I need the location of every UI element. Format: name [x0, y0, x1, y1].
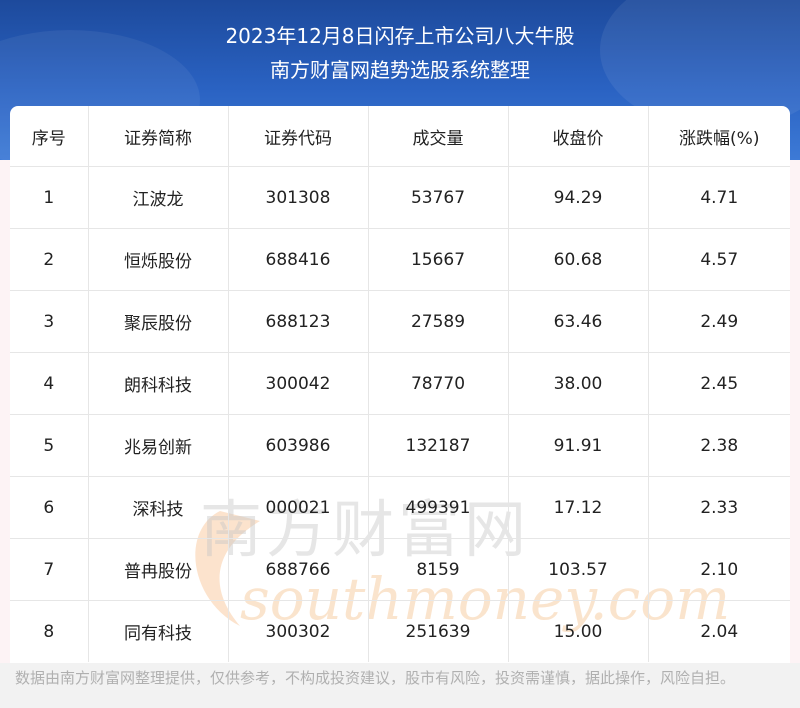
table-row: 8 同有科技 300302 251639 15.00 2.04 — [10, 600, 790, 662]
cell-close: 94.29 — [508, 166, 649, 229]
cell-change: 2.45 — [648, 352, 790, 415]
cell-index: 5 — [10, 414, 89, 477]
cell-volume: 53767 — [368, 166, 509, 229]
cell-name: 恒烁股份 — [88, 228, 229, 291]
cell-index: 1 — [10, 166, 89, 229]
table-row: 2 恒烁股份 688416 15667 60.68 4.57 — [10, 228, 790, 291]
cell-change: 4.71 — [648, 166, 790, 229]
cell-close: 17.12 — [508, 476, 649, 539]
cell-change: 2.49 — [648, 290, 790, 353]
cell-volume: 132187 — [368, 414, 509, 477]
cell-change: 2.33 — [648, 476, 790, 539]
stock-table-card: 南方财富网 southmoney.com 序号 证券简称 证券代码 成交量 收盘… — [10, 106, 790, 663]
column-header-index: 序号 — [10, 106, 89, 167]
cell-change: 2.10 — [648, 538, 790, 601]
cell-close: 60.68 — [508, 228, 649, 291]
disclaimer-footer: 数据由南方财富网整理提供，仅供参考，不构成投资建议，股市有风险，投资需谨慎，据此… — [0, 663, 800, 708]
table-row: 4 朗科科技 300042 78770 38.00 2.45 — [10, 352, 790, 415]
cell-code: 300042 — [228, 352, 369, 415]
table-row: 6 深科技 000021 499391 17.12 2.33 — [10, 476, 790, 539]
cell-change: 2.38 — [648, 414, 790, 477]
cell-volume: 251639 — [368, 600, 509, 662]
column-header-name: 证券简称 — [88, 106, 229, 167]
cell-name: 江波龙 — [88, 166, 229, 229]
cell-code: 000021 — [228, 476, 369, 539]
stock-table: 序号 证券简称 证券代码 成交量 收盘价 涨跌幅(%) 1 江波龙 301308… — [10, 106, 790, 662]
cell-code: 300302 — [228, 600, 369, 662]
table-row: 1 江波龙 301308 53767 94.29 4.71 — [10, 166, 790, 229]
cell-index: 6 — [10, 476, 89, 539]
cell-name: 深科技 — [88, 476, 229, 539]
cell-name: 聚辰股份 — [88, 290, 229, 353]
cell-code: 603986 — [228, 414, 369, 477]
page-subtitle: 南方财富网趋势选股系统整理 — [270, 58, 530, 82]
cell-volume: 8159 — [368, 538, 509, 601]
cell-volume: 78770 — [368, 352, 509, 415]
cell-change: 2.04 — [700, 621, 739, 642]
cell-volume: 27589 — [368, 290, 509, 353]
cell-code: 688123 — [228, 290, 369, 353]
cell-code: 301308 — [228, 166, 369, 229]
cell-name: 兆易创新 — [88, 414, 229, 477]
page-title: 2023年12月8日闪存上市公司八大牛股 — [225, 24, 575, 48]
cell-volume: 499391 — [368, 476, 509, 539]
cell-index: 2 — [10, 228, 89, 291]
table-row: 3 聚辰股份 688123 27589 63.46 2.49 — [10, 290, 790, 353]
column-header-change: 涨跌幅(%) — [648, 106, 790, 167]
cell-index: 4 — [10, 352, 89, 415]
cell-name: 朗科科技 — [88, 352, 229, 415]
cell-name: 同有科技 — [88, 600, 229, 662]
cell-close: 63.46 — [508, 290, 649, 353]
cell-code: 688766 — [228, 538, 369, 601]
cell-close: 103.57 — [508, 538, 649, 601]
cell-close: 38.00 — [508, 352, 649, 415]
cell-close: 91.91 — [508, 414, 649, 477]
column-header-close: 收盘价 — [508, 106, 649, 167]
cell-change: 4.57 — [648, 228, 790, 291]
table-row: 5 兆易创新 603986 132187 91.91 2.38 — [10, 414, 790, 477]
column-header-volume: 成交量 — [368, 106, 509, 167]
cell-index: 7 — [10, 538, 89, 601]
table-header-row: 序号 证券简称 证券代码 成交量 收盘价 涨跌幅(%) — [10, 106, 790, 167]
cell-index: 3 — [10, 290, 89, 353]
column-header-code: 证券代码 — [228, 106, 369, 167]
cell-volume: 15667 — [368, 228, 509, 291]
cell-index: 8 — [10, 600, 89, 662]
cell-name: 普冉股份 — [88, 538, 229, 601]
table-row: 7 普冉股份 688766 8159 103.57 2.10 — [10, 538, 790, 601]
cell-close: 15.00 — [508, 600, 649, 662]
cell-code: 688416 — [228, 228, 369, 291]
